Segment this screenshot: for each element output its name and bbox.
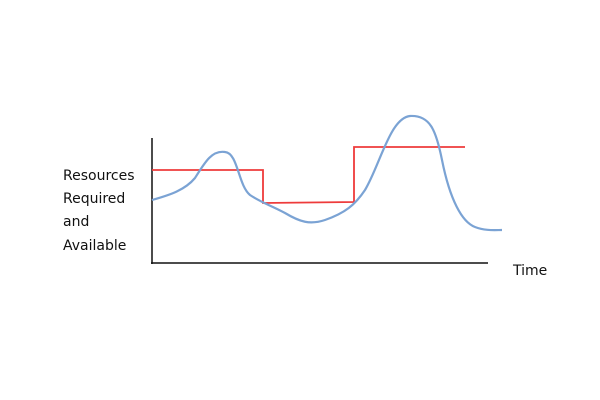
resources-available-line: [152, 146, 465, 204]
y-axis-label: Required: [63, 191, 125, 207]
y-axis-label: Available: [63, 238, 126, 254]
x-axis-label: Time: [512, 263, 547, 279]
resources-required-curve: [151, 114, 503, 232]
y-axis-label: and: [63, 214, 89, 230]
y-axis-label: Resources: [63, 168, 135, 184]
